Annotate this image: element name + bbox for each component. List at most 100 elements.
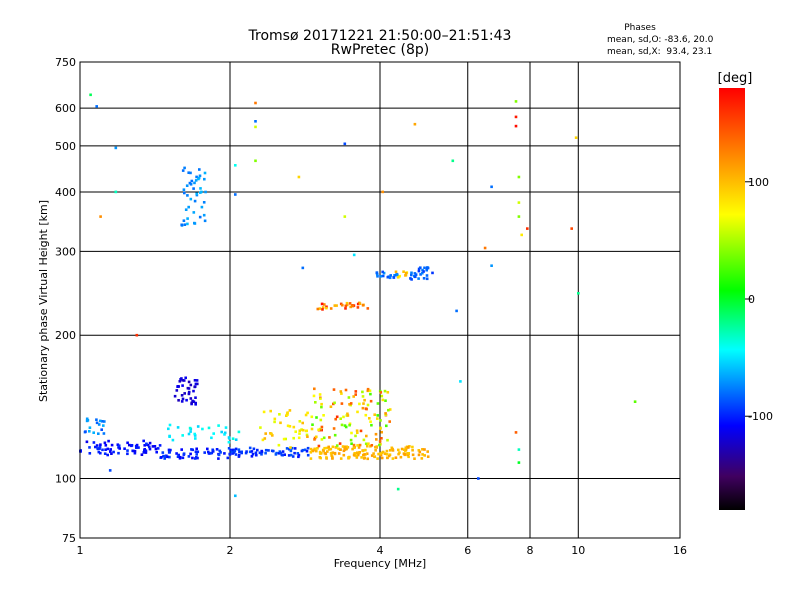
data-point: [264, 451, 267, 455]
data-point: [421, 453, 424, 456]
data-point: [318, 456, 322, 459]
data-point: [110, 452, 113, 455]
data-point: [188, 181, 192, 185]
data-point: [156, 447, 160, 450]
data-point: [189, 383, 193, 387]
data-point: [269, 409, 272, 413]
data-point: [166, 455, 169, 459]
data-point: [366, 307, 370, 310]
data-point: [343, 445, 347, 449]
data-point: [425, 274, 429, 277]
data-point: [202, 201, 206, 204]
data-point: [126, 452, 129, 456]
data-point: [187, 380, 191, 384]
data-point: [298, 432, 301, 435]
data-point: [252, 447, 256, 451]
data-point: [370, 423, 373, 427]
data-point: [297, 175, 301, 179]
data-point: [348, 422, 352, 426]
data-point: [358, 302, 362, 305]
data-point: [234, 164, 237, 167]
data-point: [343, 142, 347, 146]
data-point: [402, 270, 405, 273]
data-point: [237, 430, 241, 434]
data-point: [103, 452, 107, 455]
data-point: [203, 171, 207, 175]
data-point: [357, 451, 361, 455]
data-point: [97, 432, 100, 435]
data-point: [339, 390, 343, 393]
data-point: [278, 413, 281, 416]
data-point: [385, 449, 389, 453]
data-point: [89, 93, 92, 97]
data-point: [196, 450, 200, 454]
data-point: [182, 379, 186, 382]
data-point: [163, 455, 167, 458]
data-point: [282, 437, 286, 441]
data-point: [296, 452, 300, 455]
data-point: [423, 454, 426, 457]
data-point: [388, 420, 391, 423]
data-point: [347, 456, 350, 459]
data-point: [192, 389, 195, 393]
data-point: [354, 393, 357, 396]
data-point: [327, 445, 330, 449]
data-point: [514, 124, 518, 128]
data-point: [102, 424, 105, 427]
data-point: [283, 453, 286, 456]
stats-x-mode: mean, sd,X: 93.4, 23.1: [607, 47, 712, 57]
data-point: [161, 451, 165, 454]
data-point: [369, 420, 372, 423]
data-point: [309, 447, 313, 451]
data-point: [195, 447, 198, 451]
data-point: [340, 402, 344, 405]
data-point: [362, 402, 365, 405]
data-point: [123, 447, 126, 450]
data-point: [419, 266, 422, 269]
data-point: [335, 444, 339, 447]
data-point: [353, 445, 356, 449]
data-point: [203, 451, 206, 454]
data-point: [343, 424, 347, 427]
data-point: [375, 438, 378, 441]
data-point: [426, 455, 430, 458]
data-point: [317, 444, 321, 448]
data-point: [220, 430, 223, 434]
data-point: [194, 450, 198, 453]
data-point: [94, 445, 97, 449]
data-point: [175, 452, 178, 455]
data-point: [229, 448, 232, 452]
data-point: [363, 453, 366, 456]
data-point: [377, 452, 380, 456]
data-point: [477, 477, 480, 480]
data-point: [104, 448, 107, 451]
data-point: [411, 453, 415, 457]
data-point: [514, 100, 518, 103]
data-point: [148, 441, 152, 445]
data-point: [324, 452, 328, 456]
data-point: [330, 454, 333, 457]
data-point: [322, 449, 325, 453]
data-point: [349, 305, 352, 309]
data-point: [85, 440, 89, 444]
data-point: [380, 437, 383, 440]
data-point: [211, 450, 215, 453]
data-point: [352, 443, 356, 447]
data-point: [364, 442, 368, 446]
data-point: [325, 306, 328, 310]
data-point: [193, 379, 197, 382]
data-point: [345, 445, 348, 448]
data-point: [103, 441, 107, 445]
data-point: [376, 402, 380, 405]
data-point: [301, 448, 305, 452]
data-point: [101, 420, 104, 423]
data-point: [185, 184, 189, 187]
data-point: [189, 452, 192, 456]
data-point: [227, 447, 231, 450]
data-point: [173, 394, 177, 398]
data-point: [226, 456, 230, 460]
data-point: [363, 456, 366, 460]
data-point: [421, 448, 424, 451]
chart-subtitle: RwPretec (8p): [331, 42, 429, 58]
data-point: [264, 432, 267, 435]
